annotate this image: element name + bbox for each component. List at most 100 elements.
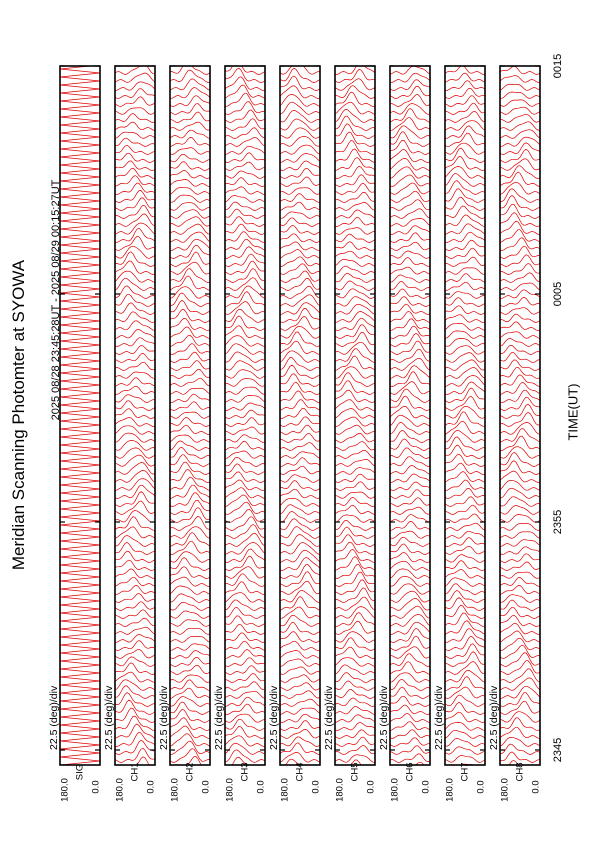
trace xyxy=(115,245,155,259)
trace xyxy=(500,522,540,531)
trace xyxy=(225,524,265,539)
trace xyxy=(280,590,320,603)
trace xyxy=(280,294,320,307)
trace xyxy=(445,537,485,547)
trace xyxy=(170,299,210,315)
trace xyxy=(500,717,540,731)
trace xyxy=(225,285,265,299)
trace xyxy=(280,357,320,371)
trace xyxy=(335,424,375,435)
trace xyxy=(390,661,430,675)
y-bottom-label: 0.0 xyxy=(146,780,157,793)
scale-label: 22.5 (deg)/div xyxy=(378,685,390,750)
trace xyxy=(280,407,320,419)
trace xyxy=(445,297,485,307)
trace xyxy=(390,218,430,227)
x-tick-label: 2345 xyxy=(552,738,564,762)
trace xyxy=(335,259,375,267)
trace xyxy=(170,576,210,587)
trace xyxy=(225,186,265,195)
trace xyxy=(335,85,375,99)
trace xyxy=(170,679,210,691)
trace xyxy=(390,729,430,739)
trace xyxy=(335,202,375,211)
trace xyxy=(390,225,430,235)
trace xyxy=(115,478,155,491)
trace xyxy=(445,305,485,315)
trace xyxy=(170,111,210,123)
trace xyxy=(115,88,155,99)
trace xyxy=(170,656,210,667)
trace xyxy=(231,756,249,765)
trace xyxy=(390,521,430,531)
trace xyxy=(115,634,155,643)
trace xyxy=(500,553,540,563)
trace xyxy=(170,360,210,371)
trace xyxy=(390,325,430,339)
trace xyxy=(390,250,430,259)
trace xyxy=(445,694,485,707)
trace xyxy=(390,274,430,283)
trace xyxy=(280,488,320,499)
trace xyxy=(500,644,540,659)
y-bottom-label: 0.0 xyxy=(91,780,102,793)
trace xyxy=(390,332,430,347)
trace xyxy=(115,747,155,763)
trace xyxy=(280,256,320,267)
trace xyxy=(335,272,375,283)
trace xyxy=(500,195,540,211)
trace xyxy=(225,118,265,131)
trace xyxy=(390,348,430,363)
trace xyxy=(445,256,485,267)
trace xyxy=(115,182,155,195)
trace xyxy=(115,385,155,395)
trace xyxy=(115,585,155,595)
trace xyxy=(500,743,540,755)
trace xyxy=(445,513,485,523)
trace xyxy=(225,417,265,427)
trace xyxy=(335,355,375,371)
trace xyxy=(445,352,485,363)
trace xyxy=(225,369,265,379)
trace xyxy=(445,66,485,75)
trace xyxy=(115,131,155,139)
trace xyxy=(445,620,485,635)
trace xyxy=(280,511,320,523)
trace xyxy=(445,111,485,123)
trace xyxy=(335,697,375,707)
trace xyxy=(335,233,375,243)
trace xyxy=(500,571,540,579)
trace xyxy=(170,231,210,243)
trace xyxy=(225,137,265,147)
trace xyxy=(500,403,540,419)
trace xyxy=(445,711,485,723)
trace xyxy=(280,211,320,219)
trace xyxy=(390,506,430,515)
trace xyxy=(115,144,155,155)
trace xyxy=(280,650,320,659)
trace xyxy=(280,442,320,451)
panel xyxy=(115,66,155,765)
trace xyxy=(170,147,210,155)
trace xyxy=(500,367,540,379)
trace xyxy=(390,79,430,91)
trace xyxy=(170,696,210,707)
trace xyxy=(335,372,375,387)
trace xyxy=(280,580,320,595)
trace xyxy=(390,465,430,475)
trace xyxy=(445,120,485,131)
trace xyxy=(170,515,210,531)
trace xyxy=(445,214,485,227)
trace xyxy=(115,723,155,739)
trace xyxy=(335,541,375,555)
trace xyxy=(335,109,375,123)
trace xyxy=(445,102,485,115)
trace xyxy=(280,390,320,403)
trace xyxy=(170,69,210,83)
x-axis-label: TIME(UT) xyxy=(565,383,580,440)
panel-label: CH5 xyxy=(350,762,361,781)
trace xyxy=(445,281,485,291)
x-tick-label: 0015 xyxy=(552,54,564,78)
trace xyxy=(280,542,320,555)
trace xyxy=(445,166,485,179)
